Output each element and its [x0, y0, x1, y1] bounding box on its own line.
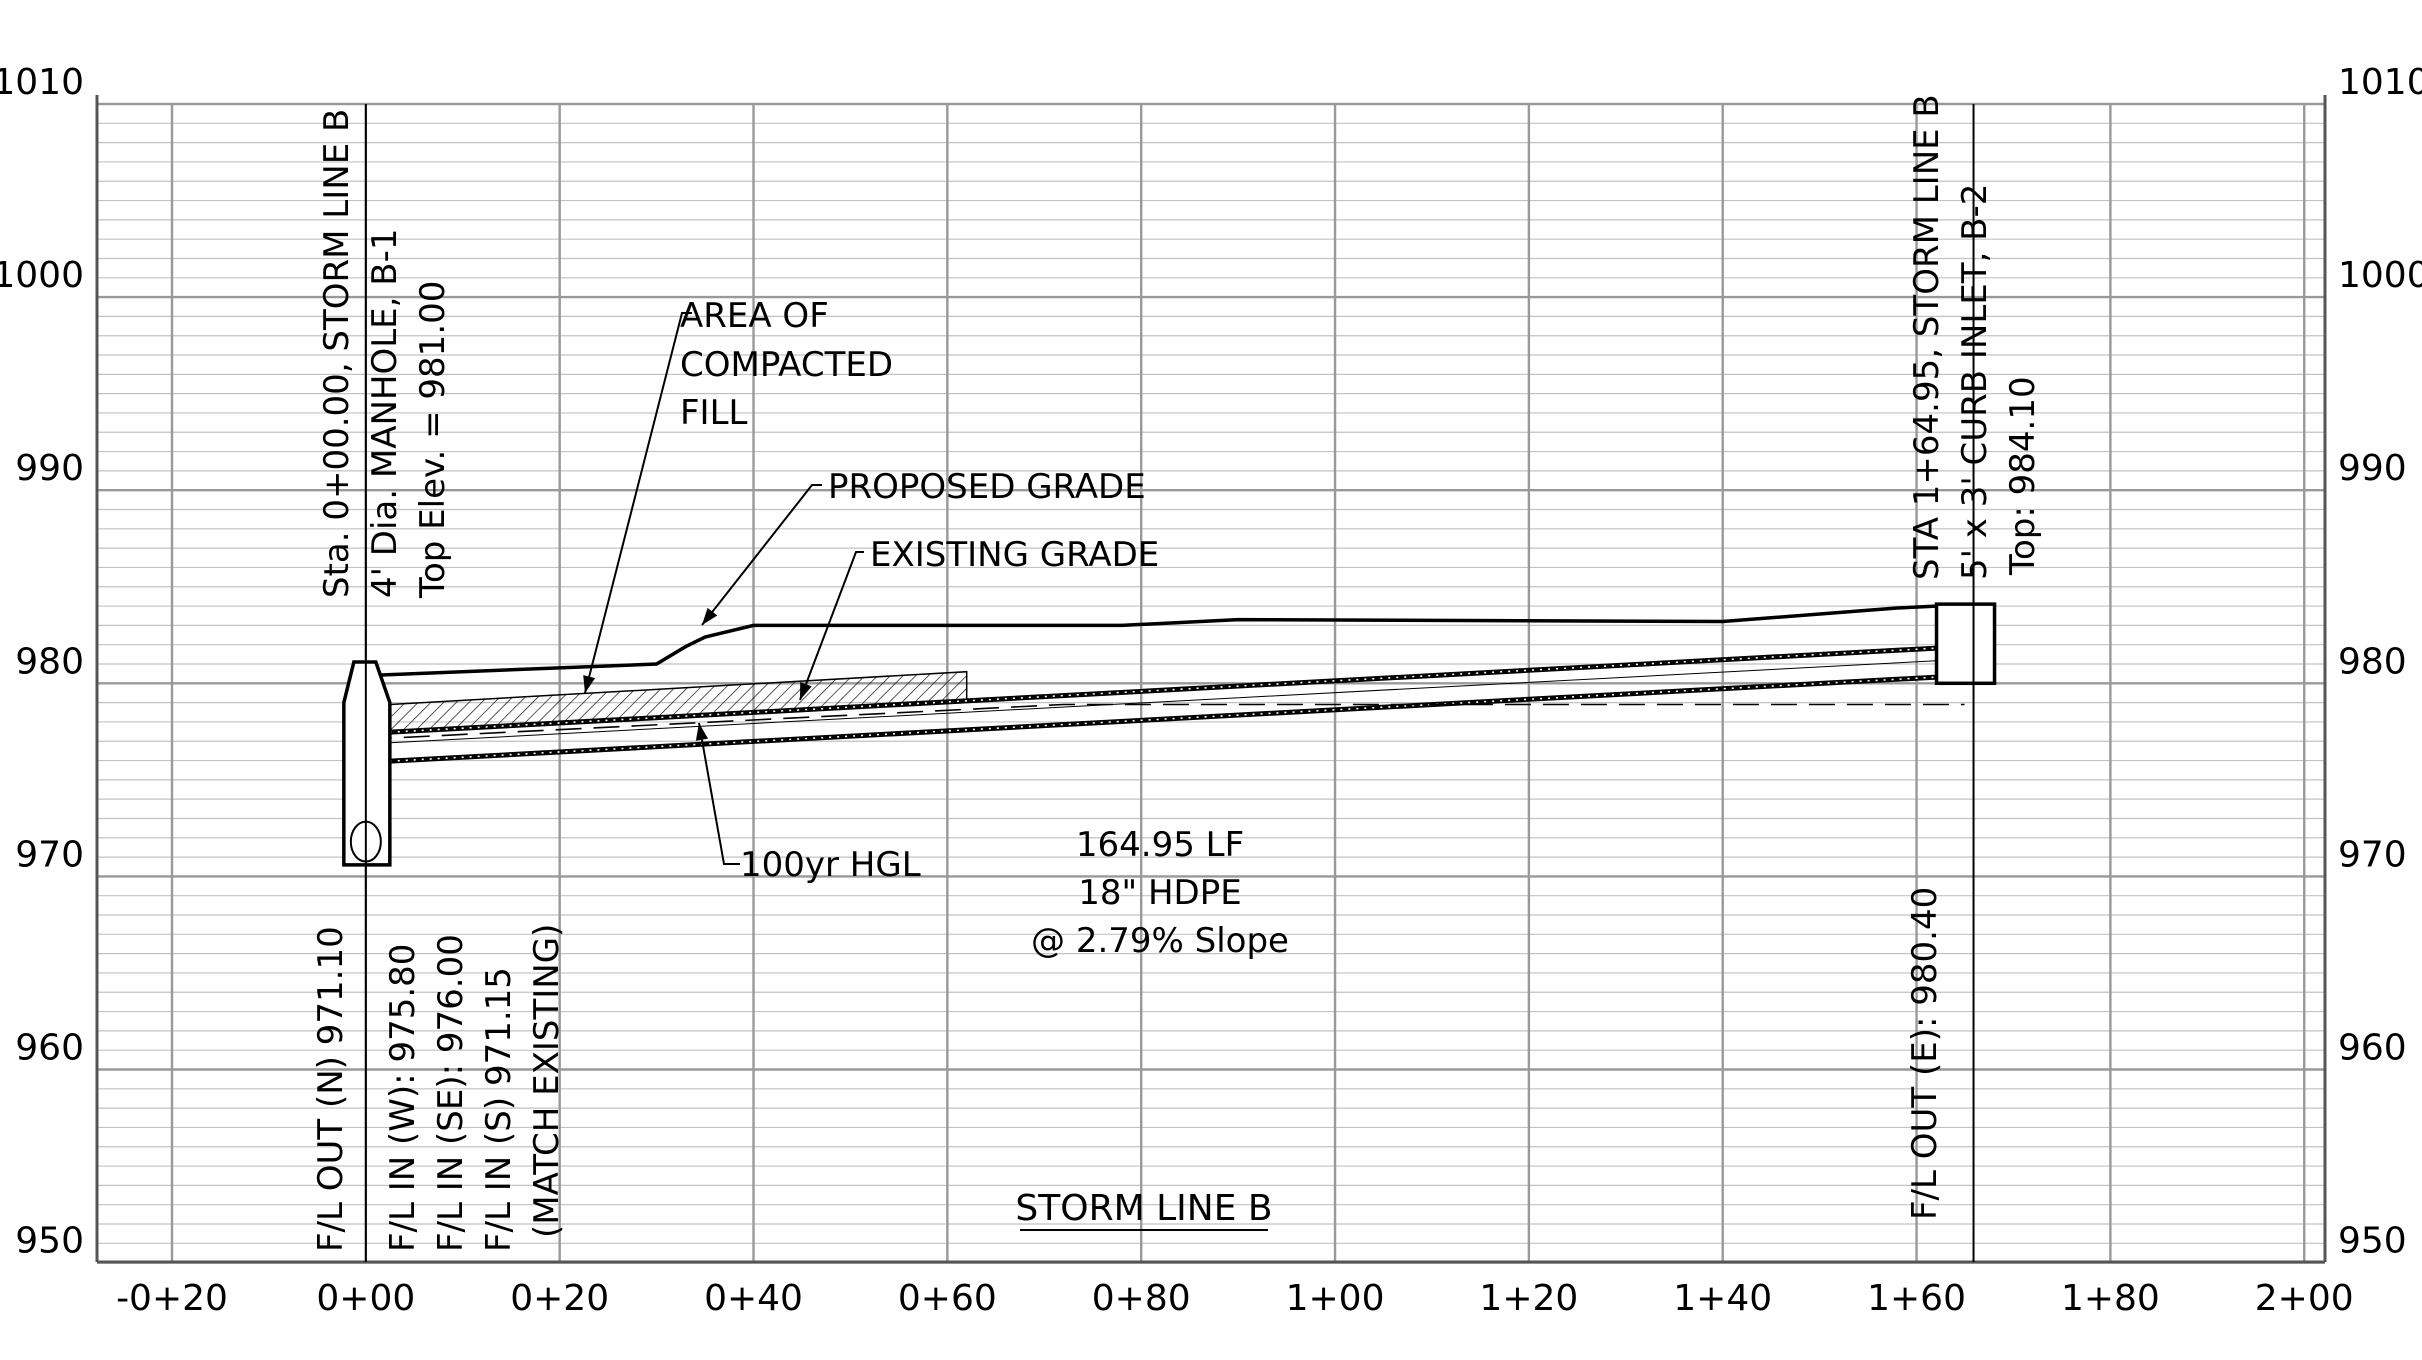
- x-tick-label: -0+20: [116, 1278, 228, 1319]
- b1-flowline-out: F/L OUT (N) 971.10: [311, 926, 351, 1252]
- y-tick-label-right: 990: [2338, 448, 2407, 489]
- fill-callout-line-3: FILL: [680, 393, 748, 433]
- fill-leader-arrowhead: [583, 675, 596, 693]
- y-tick-label-left: 960: [15, 1028, 84, 1069]
- x-tick-label: 2+00: [2255, 1278, 2354, 1319]
- fill-leader: [584, 312, 692, 694]
- hgl-leader-arrowhead: [695, 723, 709, 741]
- b1-label-line-1: Sta. 0+00.00, STORM LINE B: [317, 109, 357, 598]
- b1-flowline-in-w: F/L IN (W): 975.80: [383, 944, 423, 1252]
- y-tick-label-right: 1000: [2338, 255, 2422, 296]
- existing-grade-leader: [799, 551, 864, 701]
- x-tick-label: 1+80: [2061, 1278, 2160, 1319]
- x-tick-label: 1+20: [1479, 1278, 1578, 1319]
- hgl-callout: 100yr HGL: [740, 845, 921, 885]
- grade-line: [365, 604, 1985, 678]
- fill-callout-line-1: AREA OF: [680, 296, 829, 336]
- x-tick-label: 1+00: [1286, 1278, 1385, 1319]
- y-tick-label-left: 990: [15, 448, 84, 489]
- proposed-grade-callout: PROPOSED GRADE: [828, 467, 1146, 507]
- y-tick-label-left: 950: [15, 1221, 84, 1262]
- x-tick-label: 0+00: [316, 1278, 415, 1319]
- b2-label-line-2: 5' x 3' CURB INLET, B-2: [1955, 184, 1995, 580]
- pipe-centerline: [346, 657, 1985, 746]
- drawing-title: STORM LINE B: [1015, 1188, 1272, 1229]
- hgl-dashed-line: [365, 703, 1965, 741]
- y-tick-label-right: 980: [2338, 641, 2407, 682]
- b1-label-line-2: 4' Dia. MANHOLE, B-1: [365, 229, 405, 598]
- x-tick-label: 1+40: [1673, 1278, 1772, 1319]
- hgl-leader: [698, 722, 740, 865]
- proposed-grade-leader: [701, 484, 822, 626]
- pipe-length-label: 164.95 LF: [1076, 825, 1244, 865]
- b1-flowline-in-se: F/L IN (SE): 976.00: [431, 934, 471, 1252]
- x-tick-label: 0+40: [704, 1278, 803, 1319]
- y-tick-label-right: 970: [2338, 834, 2407, 875]
- pipe-top-dots: [365, 645, 1965, 735]
- b1-flowline-note: (MATCH EXISTING): [527, 924, 567, 1238]
- b2-label-line-1: STA 1+64.95, STORM LINE B: [1907, 94, 1947, 580]
- x-tick-label: 1+60: [1867, 1278, 1966, 1319]
- pipe-invert-dots: [365, 674, 1965, 764]
- pipe-material-label: 18" HDPE: [1078, 873, 1241, 913]
- fill-callout-line-2: COMPACTED: [680, 345, 893, 385]
- b2-flowline-out: F/L OUT (E): 980.40: [1905, 887, 1945, 1220]
- y-tick-label-right: 960: [2338, 1028, 2407, 1069]
- pipe-slope-label: @ 2.79% Slope: [1031, 921, 1289, 961]
- y-tick-label-left: 1000: [0, 255, 84, 296]
- curb-inlet-b2: [1934, 602, 1997, 686]
- x-tick-label: 0+80: [1092, 1278, 1191, 1319]
- b1-label-line-3: Top Elev. = 981.00: [413, 281, 453, 599]
- y-tick-label-left: 1010: [0, 62, 84, 103]
- x-tick-label: 0+20: [510, 1278, 609, 1319]
- proposed-grade-leader-arrowhead: [702, 607, 718, 625]
- b1-flowline-in-s: F/L IN (S) 971.15: [479, 967, 519, 1252]
- existing-grade-leader-arrowhead: [800, 682, 812, 700]
- existing-grade-callout: EXISTING GRADE: [870, 535, 1159, 575]
- axis-labels: 950 950 960 960 970 970 980 980 990 990 1000 1000 10…: [0, 62, 2422, 1319]
- b2-label-line-3: Top: 984.10: [2003, 376, 2043, 576]
- x-tick-label: 0+60: [898, 1278, 997, 1319]
- y-tick-label-left: 970: [15, 834, 84, 875]
- y-tick-label-right: 1010: [2338, 62, 2422, 103]
- y-tick-label-left: 980: [15, 641, 84, 682]
- y-tick-label-right: 950: [2338, 1221, 2407, 1262]
- callout-leaders: [583, 312, 864, 865]
